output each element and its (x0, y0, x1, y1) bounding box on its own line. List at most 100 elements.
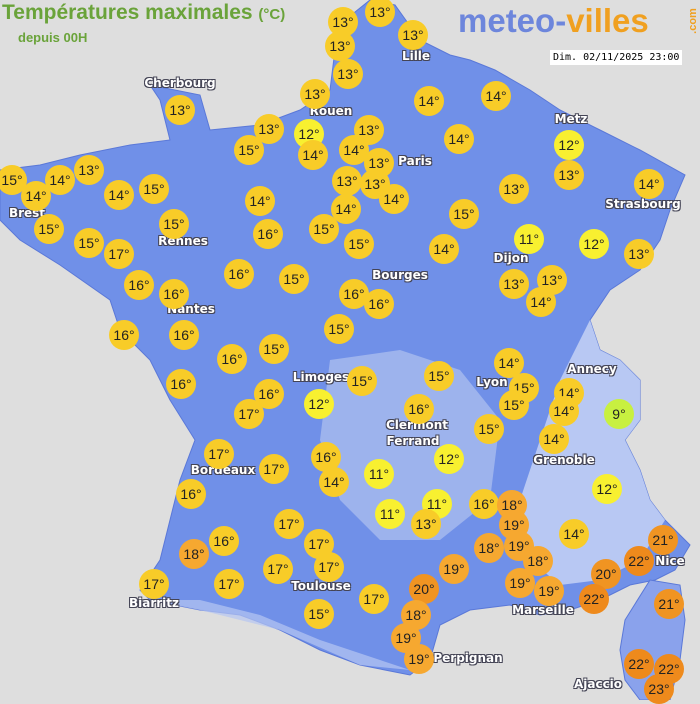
temperature-marker[interactable]: 14° (104, 180, 134, 210)
temperature-marker[interactable]: 21° (648, 525, 678, 555)
temperature-marker[interactable]: 14° (539, 424, 569, 454)
temperature-marker[interactable]: 15° (74, 228, 104, 258)
pyrenees-relief (150, 600, 410, 670)
temperature-marker[interactable]: 16° (404, 394, 434, 424)
temperature-marker[interactable]: 15° (234, 135, 264, 165)
temperature-marker[interactable]: 21° (654, 589, 684, 619)
temperature-marker[interactable]: 16° (364, 289, 394, 319)
temperature-marker[interactable]: 18° (474, 533, 504, 563)
temperature-marker[interactable]: 15° (449, 199, 479, 229)
temperature-marker[interactable]: 17° (104, 239, 134, 269)
temperature-marker[interactable]: 15° (344, 229, 374, 259)
temperature-marker[interactable]: 16° (124, 270, 154, 300)
temperature-marker[interactable]: 20° (409, 574, 439, 604)
temperature-marker[interactable]: 17° (204, 439, 234, 469)
temperature-marker[interactable]: 13° (499, 174, 529, 204)
temperature-marker[interactable]: 15° (159, 209, 189, 239)
temperature-marker[interactable]: 12° (434, 444, 464, 474)
temperature-marker[interactable]: 9° (604, 399, 634, 429)
temperature-marker[interactable]: 15° (34, 214, 64, 244)
temperature-marker[interactable]: 15° (424, 361, 454, 391)
temperature-marker[interactable]: 19° (404, 644, 434, 674)
city-label: Bourges (372, 268, 428, 282)
temperature-marker[interactable]: 16° (159, 279, 189, 309)
temperature-marker[interactable]: 17° (214, 569, 244, 599)
temperature-marker[interactable]: 19° (439, 554, 469, 584)
temperature-marker[interactable]: 13° (325, 31, 355, 61)
temperature-marker[interactable]: 15° (279, 264, 309, 294)
temperature-marker[interactable]: 16° (469, 489, 499, 519)
temperature-marker[interactable]: 13° (554, 160, 584, 190)
temperature-marker[interactable]: 17° (139, 569, 169, 599)
temperature-marker[interactable]: 17° (259, 454, 289, 484)
temperature-marker[interactable]: 16° (109, 320, 139, 350)
temperature-marker[interactable]: 17° (359, 584, 389, 614)
temperature-marker[interactable]: 12° (579, 229, 609, 259)
temperature-marker[interactable]: 14° (481, 81, 511, 111)
temperature-marker[interactable]: 12° (592, 474, 622, 504)
temperature-marker[interactable]: 13° (300, 79, 330, 109)
temperature-marker[interactable]: 14° (494, 348, 524, 378)
temperature-marker[interactable]: 15° (347, 366, 377, 396)
temperature-marker[interactable]: 14° (526, 287, 556, 317)
temperature-marker[interactable]: 17° (234, 399, 264, 429)
temperature-marker[interactable]: 15° (139, 174, 169, 204)
temperature-marker[interactable]: 22° (624, 546, 654, 576)
temperature-marker[interactable]: 23° (644, 674, 674, 704)
temperature-marker[interactable]: 22° (624, 649, 654, 679)
temperature-marker[interactable]: 12° (554, 130, 584, 160)
temperature-marker[interactable]: 16° (169, 320, 199, 350)
city-label: Metz (554, 112, 588, 126)
temperature-marker[interactable]: 13° (332, 166, 362, 196)
temperature-marker[interactable]: 13° (411, 509, 441, 539)
temperature-marker[interactable]: 13° (398, 20, 428, 50)
temperature-marker[interactable]: 15° (309, 214, 339, 244)
temperature-marker[interactable]: 14° (319, 467, 349, 497)
city-label: Ajaccio (573, 677, 623, 691)
temperature-marker[interactable]: 18° (179, 539, 209, 569)
temperature-marker[interactable]: 15° (259, 334, 289, 364)
temperature-marker[interactable]: 14° (634, 169, 664, 199)
temperature-marker[interactable]: 13° (254, 114, 284, 144)
temperature-marker[interactable]: 14° (549, 396, 579, 426)
temperature-marker[interactable]: 14° (245, 186, 275, 216)
temperature-marker[interactable]: 16° (217, 344, 247, 374)
temperature-marker[interactable]: 14° (559, 519, 589, 549)
temperature-marker[interactable]: 15° (499, 390, 529, 420)
temperature-marker[interactable]: 16° (166, 369, 196, 399)
temperature-marker[interactable]: 16° (224, 259, 254, 289)
temperature-marker[interactable]: 17° (314, 552, 344, 582)
temperature-marker[interactable]: 16° (209, 526, 239, 556)
temperature-marker[interactable]: 11° (514, 224, 544, 254)
temperature-marker[interactable]: 15° (324, 314, 354, 344)
temperature-marker[interactable]: 11° (375, 499, 405, 529)
temperature-marker[interactable]: 14° (414, 86, 444, 116)
temperature-marker[interactable]: 15° (474, 414, 504, 444)
temperature-marker[interactable]: 16° (253, 219, 283, 249)
map-title: Températures maximales (°C) (2, 1, 285, 25)
temperature-marker[interactable]: 17° (263, 554, 293, 584)
temperature-marker[interactable]: 13° (624, 239, 654, 269)
temperature-marker[interactable]: 11° (364, 459, 394, 489)
temperature-marker[interactable]: 14° (379, 184, 409, 214)
temperature-marker[interactable]: 14° (444, 124, 474, 154)
temperature-marker[interactable]: 12° (304, 389, 334, 419)
temperature-marker[interactable]: 14° (429, 234, 459, 264)
temperature-marker[interactable]: 22° (579, 584, 609, 614)
temperature-marker[interactable]: 14° (298, 140, 328, 170)
temperature-marker[interactable]: 16° (176, 479, 206, 509)
temperature-marker[interactable]: 13° (333, 59, 363, 89)
temperature-marker[interactable]: 13° (165, 95, 195, 125)
temperature-marker[interactable]: 17° (274, 509, 304, 539)
city-label: Bordeaux (190, 463, 256, 477)
temperature-marker[interactable]: 19° (505, 568, 535, 598)
city-label: Lille (401, 49, 431, 63)
logo-part2: villes (566, 2, 649, 39)
temperature-marker[interactable]: 15° (304, 599, 334, 629)
temperature-marker[interactable]: 13° (365, 0, 395, 27)
meteo-villes-logo[interactable]: meteo-villes .com (458, 2, 699, 40)
temperature-marker[interactable]: 14° (45, 165, 75, 195)
temperature-marker[interactable]: 13° (74, 155, 104, 185)
temperature-marker[interactable]: 13° (499, 269, 529, 299)
temperature-marker[interactable]: 19° (534, 576, 564, 606)
